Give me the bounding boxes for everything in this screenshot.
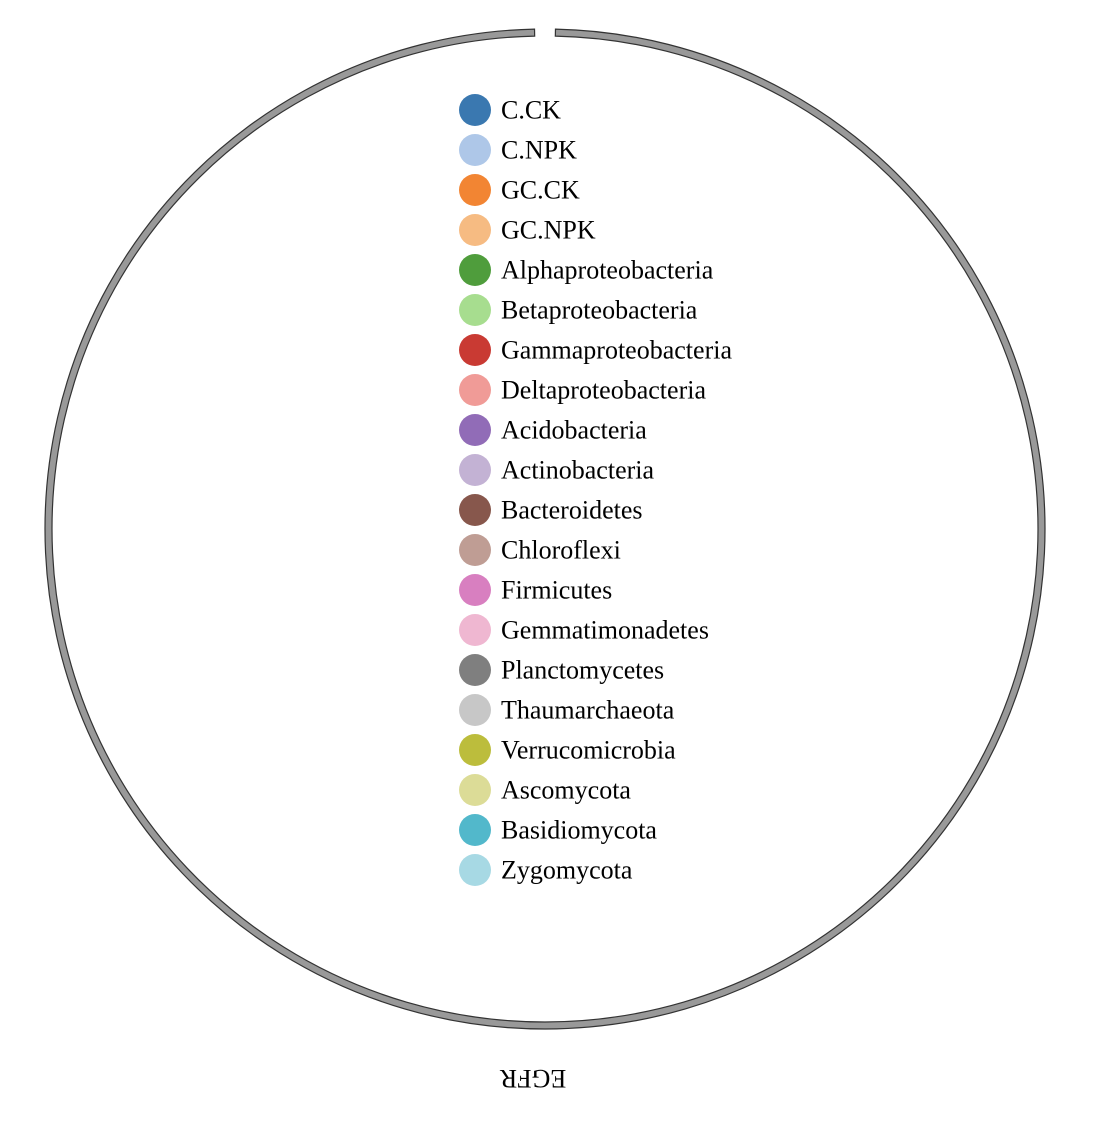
legend-label: Acidobacteria xyxy=(501,416,647,445)
legend-swatch xyxy=(459,214,491,246)
legend-label: C.NPK xyxy=(501,136,577,165)
legend-swatch xyxy=(459,334,491,366)
legend-label: Ascomycota xyxy=(501,776,631,805)
legend-item: Actinobacteria xyxy=(459,454,654,486)
legend-label: Actinobacteria xyxy=(501,456,654,485)
legend-item: Thaumarchaeota xyxy=(459,694,675,726)
legend-label: Thaumarchaeota xyxy=(501,696,675,725)
legend-label: Alphaproteobacteria xyxy=(501,256,714,285)
legend-label: Deltaproteobacteria xyxy=(501,376,706,405)
legend-item: C.NPK xyxy=(459,134,577,166)
legend-item: Gammaproteobacteria xyxy=(459,334,732,366)
legend-item: C.CK xyxy=(459,94,561,126)
legend: C.CK C.NPK GC.CK GC.NPK Alphaproteobacteria B… xyxy=(459,94,732,886)
legend-item: Gemmatimonadetes xyxy=(459,614,709,646)
legend-swatch xyxy=(459,534,491,566)
legend-swatch xyxy=(459,734,491,766)
legend-label: GC.NPK xyxy=(501,216,596,245)
legend-label: Basidiomycota xyxy=(501,816,657,845)
legend-swatch xyxy=(459,694,491,726)
legend-swatch xyxy=(459,854,491,886)
legend-swatch xyxy=(459,254,491,286)
legend-label: Gemmatimonadetes xyxy=(501,616,709,645)
legend-swatch xyxy=(459,294,491,326)
legend-label: Bacteroidetes xyxy=(501,496,643,525)
legend-label: C.CK xyxy=(501,96,561,125)
legend-item: Acidobacteria xyxy=(459,414,647,446)
legend-item: Ascomycota xyxy=(459,774,631,806)
legend-swatch xyxy=(459,374,491,406)
legend-label: Chloroflexi xyxy=(501,536,621,565)
legend-swatch xyxy=(459,774,491,806)
legend-label: Betaproteobacteria xyxy=(501,296,698,325)
legend-swatch xyxy=(459,494,491,526)
legend-swatch xyxy=(459,614,491,646)
legend-item: Alphaproteobacteria xyxy=(459,254,714,286)
legend-swatch xyxy=(459,454,491,486)
legend-item: GC.NPK xyxy=(459,214,596,246)
legend-item: GC.CK xyxy=(459,174,580,206)
legend-swatch xyxy=(459,814,491,846)
legend-label: Zygomycota xyxy=(501,856,633,885)
legend-item: Verrucomicrobia xyxy=(459,734,676,766)
legend-item: Betaproteobacteria xyxy=(459,294,698,326)
legend-swatch xyxy=(459,174,491,206)
legend-label: Firmicutes xyxy=(501,576,612,605)
legend-item: Chloroflexi xyxy=(459,534,621,566)
legend-item: Basidiomycota xyxy=(459,814,657,846)
legend-item: Zygomycota xyxy=(459,854,633,886)
legend-swatch xyxy=(459,414,491,446)
ring-label-egfr: EGFR xyxy=(499,1064,566,1093)
legend-item: Bacteroidetes xyxy=(459,494,643,526)
legend-item: Planctomycetes xyxy=(459,654,664,686)
legend-label: Planctomycetes xyxy=(501,656,664,685)
legend-swatch xyxy=(459,654,491,686)
legend-label: GC.CK xyxy=(501,176,580,205)
legend-item: Deltaproteobacteria xyxy=(459,374,706,406)
legend-label: Gammaproteobacteria xyxy=(501,336,732,365)
legend-swatch xyxy=(459,574,491,606)
legend-swatch xyxy=(459,94,491,126)
legend-label: Verrucomicrobia xyxy=(501,736,676,765)
legend-swatch xyxy=(459,134,491,166)
legend-item: Firmicutes xyxy=(459,574,612,606)
